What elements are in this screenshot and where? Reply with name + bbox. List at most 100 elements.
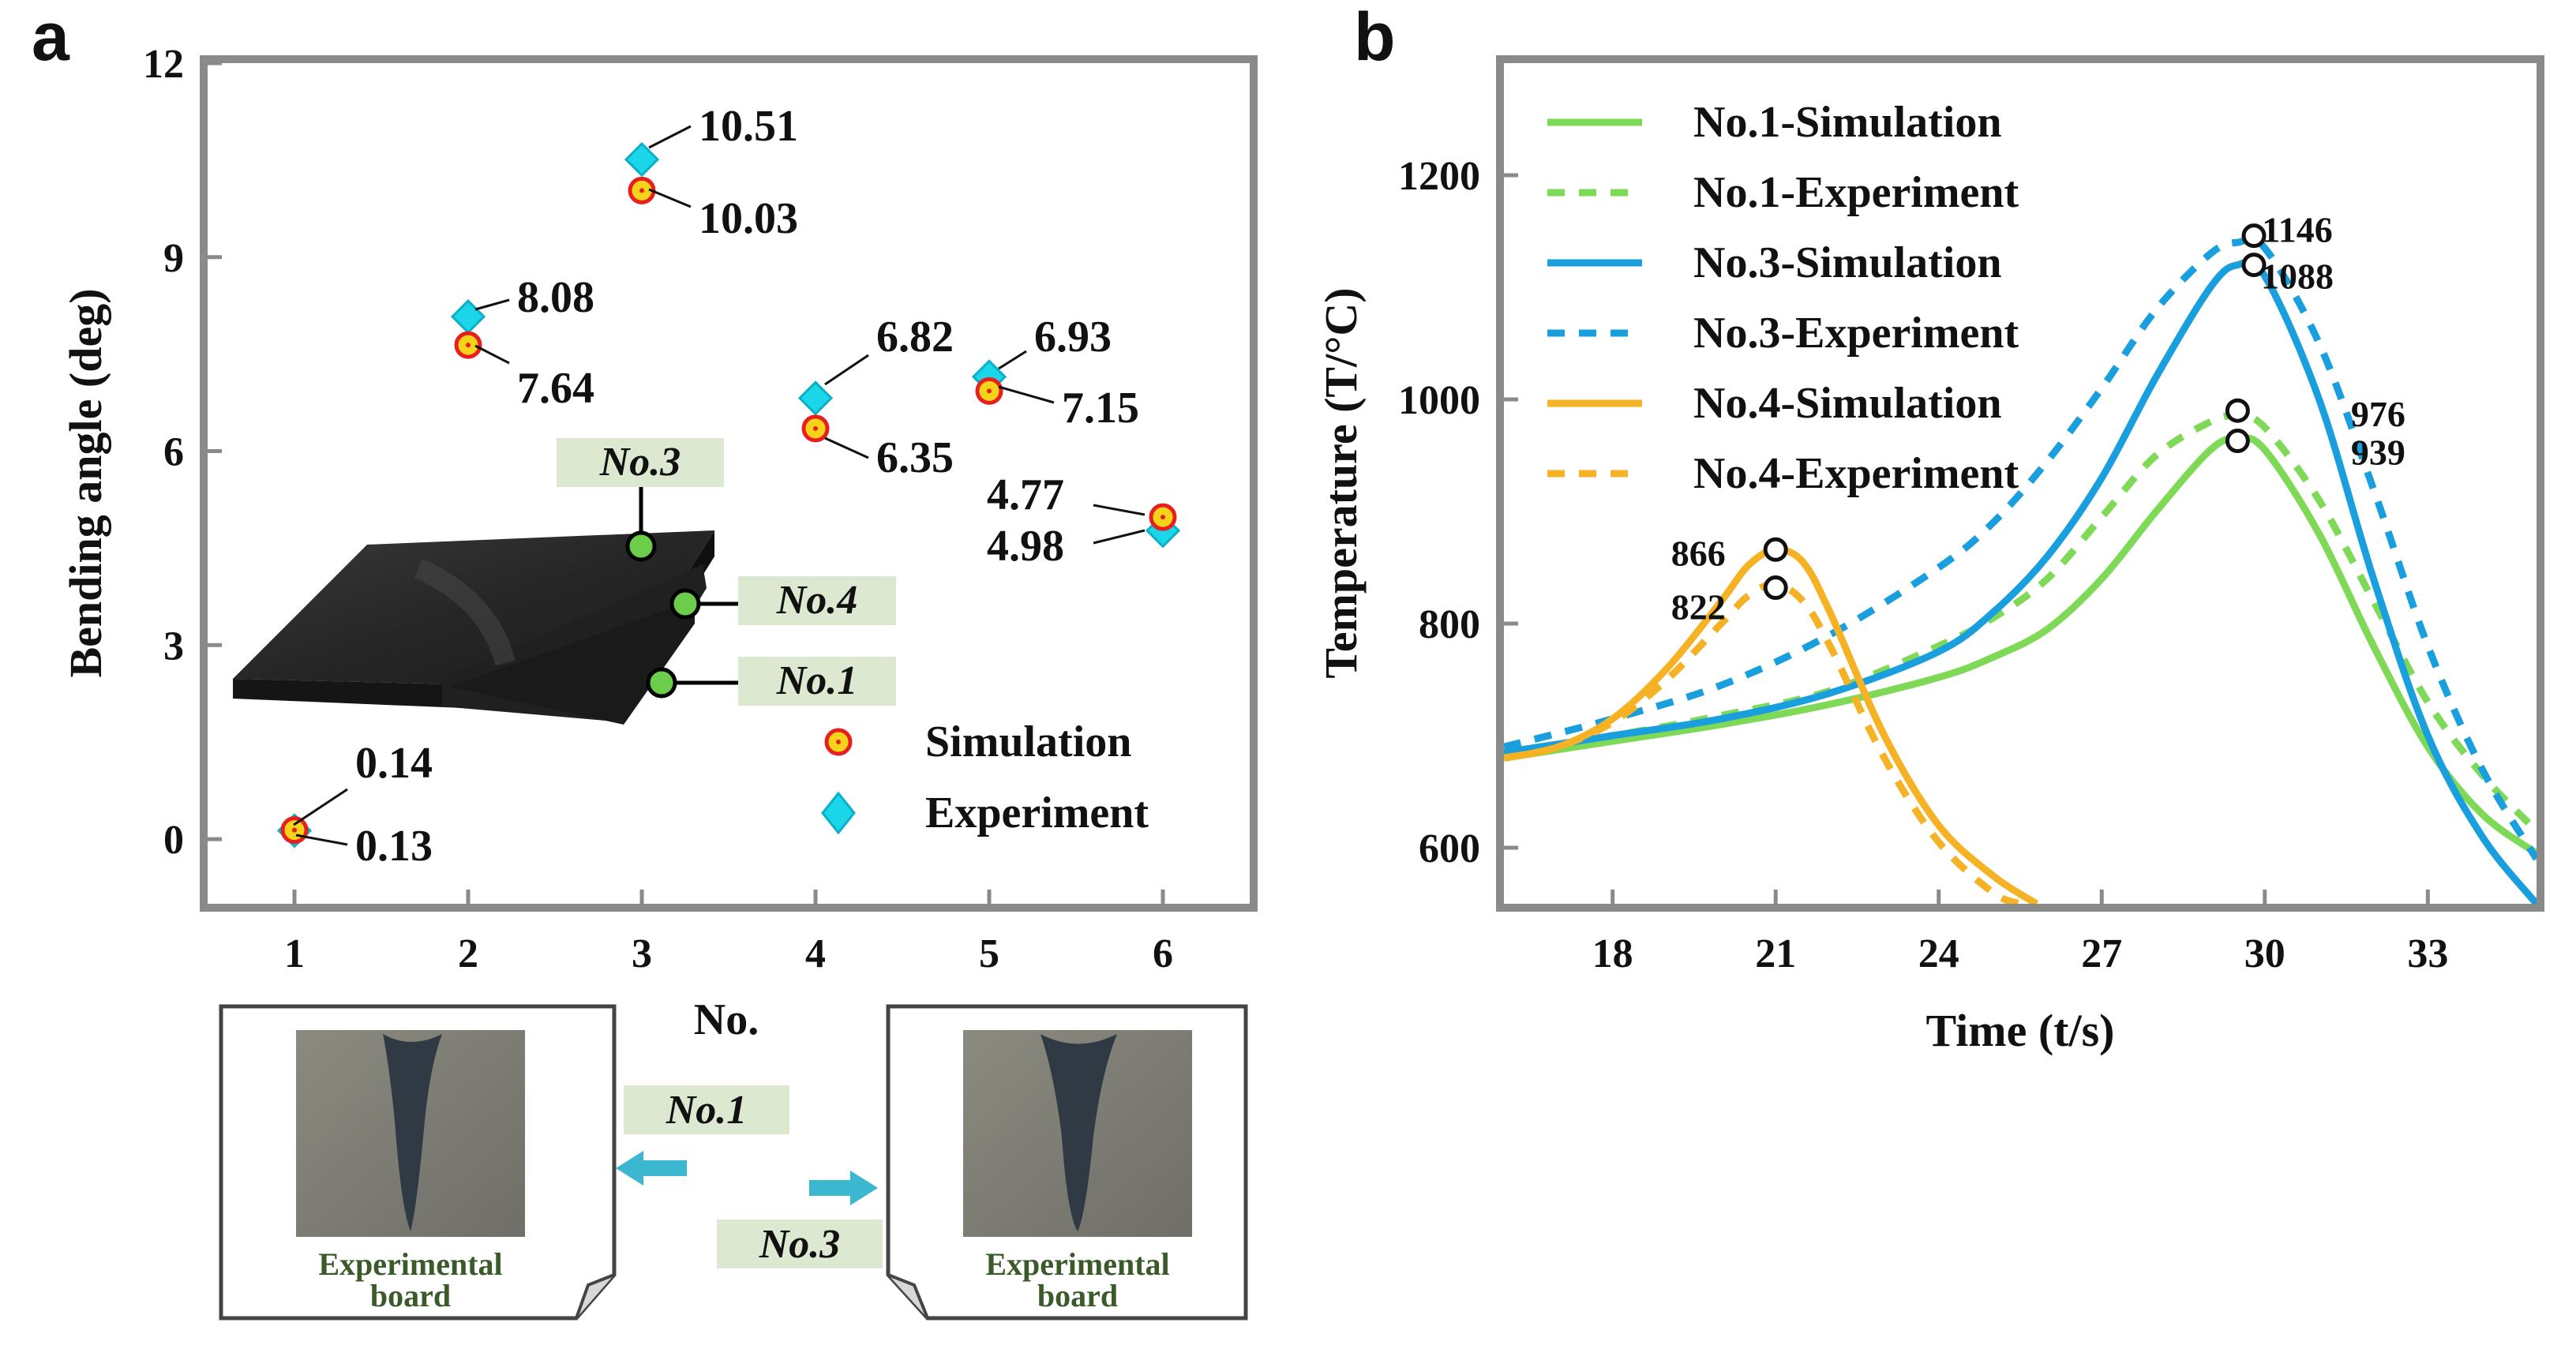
- board-tag-no1: No.1: [624, 1085, 789, 1134]
- simulation-point-center: [292, 827, 297, 833]
- panel-a-x-tick-label: 4: [805, 931, 826, 976]
- panel-b-y-tick-label: 1000: [1398, 378, 1480, 423]
- panel-a-label: a: [32, 0, 69, 75]
- board-tag-no3: No.3: [717, 1219, 883, 1268]
- panel-a-frame: [200, 55, 1258, 912]
- no1-marker: [646, 667, 677, 699]
- experiment-point: [450, 299, 486, 335]
- panel-a-y-tick-label: 12: [143, 42, 184, 87]
- panel-a-x-tick-label: 5: [979, 931, 999, 976]
- panel-a-annotations: 0.14 0.13 8.08 7.64 10.51 10.03 6.82 6.3…: [293, 102, 1146, 871]
- panel-b-y-axis-label: Temperature (T/°C): [1315, 287, 1367, 678]
- panel-a-y-axis-label: Bending angle (deg): [60, 288, 111, 677]
- simulation-point-center: [1161, 515, 1165, 520]
- legend-label: No.1-Simulation: [1693, 98, 2002, 147]
- experimental-board-no3: Experimental board: [886, 1004, 1248, 1321]
- peak-label: 939: [2351, 433, 2405, 473]
- panel-a-y-tick-label: 9: [163, 236, 184, 281]
- inset-tag-no3-text: No.3: [599, 440, 681, 485]
- panel-b-frame: [1496, 55, 2544, 912]
- label-8-08: 8.08: [517, 273, 594, 322]
- label-4-77: 4.77: [987, 470, 1064, 519]
- panel-b-x-tick-label: 24: [1918, 931, 1959, 976]
- panel-b-x-tick-label: 30: [2244, 931, 2285, 976]
- peak-marker: [1763, 575, 1788, 601]
- peak-label: 976: [2351, 394, 2405, 434]
- panel-a-y-tick-label: 6: [163, 430, 184, 475]
- peak-label: 1088: [2261, 257, 2334, 297]
- label-7-15: 7.15: [1062, 384, 1139, 433]
- stacked-plates-photo: [233, 530, 714, 725]
- peak-marker: [2225, 429, 2250, 454]
- label-0-13: 0.13: [355, 822, 433, 871]
- series-line-no.1-experiment: [1504, 412, 2537, 834]
- board-no3-caption-line2: board: [1037, 1278, 1118, 1313]
- label-0-14: 0.14: [355, 739, 433, 788]
- panel-b-y-tick-label: 800: [1419, 602, 1480, 647]
- legend-label: No.3-Simulation: [1693, 238, 2002, 287]
- series-line-no.1-simulation: [1504, 434, 2537, 856]
- inset-tag-no1: No.1: [738, 657, 896, 706]
- board-no1-caption-line2: board: [370, 1278, 451, 1313]
- panel-a-legend: Simulation Experiment: [821, 717, 1149, 837]
- experimental-board-no1: Experimental board: [219, 1004, 617, 1321]
- series-line-no.4-experiment: [1504, 580, 2022, 904]
- label-7-64: 7.64: [517, 364, 594, 413]
- board-tag-no3-text: No.3: [759, 1222, 841, 1267]
- panel-a-y-tick-label: 0: [163, 818, 184, 863]
- label-6-93: 6.93: [1034, 313, 1112, 362]
- legend-label: No.4-Simulation: [1693, 379, 2002, 428]
- panel-a-x-tick-label: 6: [1153, 931, 1173, 976]
- series-line-no.3-simulation: [1504, 257, 2537, 904]
- board-tag-no1-text: No.1: [666, 1088, 748, 1133]
- label-10-03: 10.03: [699, 194, 798, 243]
- label-6-35: 6.35: [876, 433, 954, 482]
- panel-b-chart: 18 21 24 27 30 33 600 800 1000 1200 Temperature (…: [1315, 55, 2544, 1056]
- experiment-point: [797, 380, 834, 416]
- panel-b-x-tick-label: 18: [1592, 931, 1633, 976]
- panel-b-legend: No.1-Simulation No.1-Experiment No.3-Simul…: [1547, 98, 2019, 498]
- panel-b-x-tick-label: 27: [2081, 931, 2122, 976]
- peak-marker: [2241, 253, 2267, 278]
- simulation-point-center: [639, 188, 644, 193]
- panel-a-points: [276, 141, 1181, 849]
- panel-b-series: [1504, 234, 2537, 904]
- panel-b-label: b: [1354, 0, 1396, 75]
- panel-a-x-tick-label: 3: [632, 931, 652, 976]
- panel-b-y-tick-label: 1200: [1398, 154, 1480, 199]
- arrow-left-icon: [616, 1151, 687, 1186]
- no4-marker: [669, 588, 701, 620]
- board-no3-caption-line1: Experimental: [985, 1246, 1169, 1282]
- peak-label: 1146: [2262, 210, 2332, 250]
- peak-marker: [1763, 537, 1788, 562]
- panel-a-x-tick-label: 1: [284, 931, 305, 976]
- experiment-point: [624, 141, 660, 178]
- panel-b-y-tick-label: 600: [1419, 826, 1480, 871]
- peak-marker: [2241, 223, 2267, 249]
- peak-marker: [2225, 398, 2250, 423]
- label-4-98: 4.98: [987, 522, 1064, 571]
- panel-b-x-tick-label: 33: [2407, 931, 2448, 976]
- board-no1-caption-line1: Experimental: [318, 1246, 502, 1282]
- inset-tag-no3: No.3: [557, 438, 724, 487]
- panel-a-x-tick-label: 2: [458, 931, 478, 976]
- legend-simulation-label: Simulation: [925, 717, 1131, 766]
- no3-marker: [625, 530, 657, 562]
- panel-b-x-tick-label: 21: [1755, 931, 1796, 976]
- inset-tag-no1-text: No.1: [776, 658, 858, 703]
- panel-a-y-tick-label: 3: [163, 624, 184, 669]
- series-line-no.3-experiment: [1504, 234, 2537, 861]
- simulation-point-center: [466, 343, 471, 348]
- inset-tag-no4: No.4: [738, 576, 896, 625]
- peak-label: 866: [1671, 533, 1726, 573]
- panel-b-ticks: 18 21 24 27 30 33 600 800 1000 1200: [1398, 154, 2448, 976]
- panel-a-x-axis-label: No.: [694, 995, 759, 1044]
- peak-label: 822: [1671, 587, 1726, 628]
- series-line-no.4-simulation: [1504, 545, 2039, 904]
- label-10-51: 10.51: [699, 102, 798, 151]
- inset-leaders: [625, 478, 738, 699]
